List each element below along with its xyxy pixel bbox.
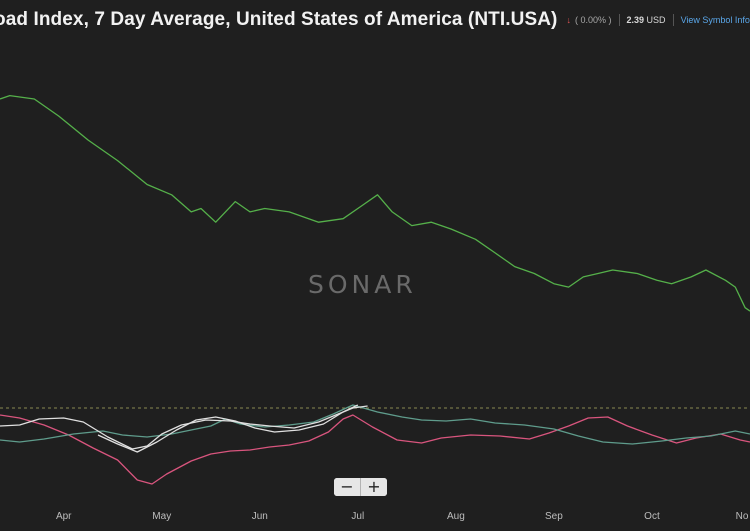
- down-arrow-icon: ↓: [566, 15, 571, 25]
- x-tick-label: Aug: [446, 511, 465, 522]
- x-tick-label: Apr: [55, 511, 72, 522]
- x-tick-label: Jul: [351, 511, 365, 522]
- chart-title: oad Index, 7 Day Average, United States …: [0, 9, 558, 30]
- zoom-in-button[interactable]: +: [361, 478, 387, 496]
- x-tick-label: Jun: [251, 511, 268, 522]
- percent-change: ( 0.00% ): [574, 15, 612, 25]
- lower-series-line-3: [97, 404, 359, 453]
- chart-header: oad Index, 7 Day Average, United States …: [0, 0, 750, 40]
- chart-plot-area[interactable]: [0, 40, 750, 511]
- header-divider: [618, 14, 620, 26]
- lower-series-line-0: [0, 414, 750, 485]
- lower-series-line-2: [0, 405, 368, 450]
- zoom-divider: [360, 478, 361, 496]
- price-value: 2.39: [626, 15, 645, 25]
- view-symbol-info-link[interactable]: View Symbol Info: [680, 15, 750, 25]
- price-unit: USD: [646, 15, 666, 25]
- x-tick-label: Oct: [644, 511, 660, 522]
- x-tick-label: No: [735, 511, 749, 522]
- header-divider-2: [672, 14, 674, 26]
- lower-series-line-1: [0, 404, 750, 445]
- zoom-out-button[interactable]: −: [334, 478, 360, 496]
- x-tick-label: Sep: [545, 511, 563, 522]
- zoom-controls: − +: [334, 478, 387, 496]
- main-series-line-0: [0, 94, 750, 312]
- last-price: 2.39 USD: [627, 15, 666, 25]
- sonar-watermark: SONAR: [308, 270, 417, 299]
- x-tick-label: May: [152, 511, 172, 522]
